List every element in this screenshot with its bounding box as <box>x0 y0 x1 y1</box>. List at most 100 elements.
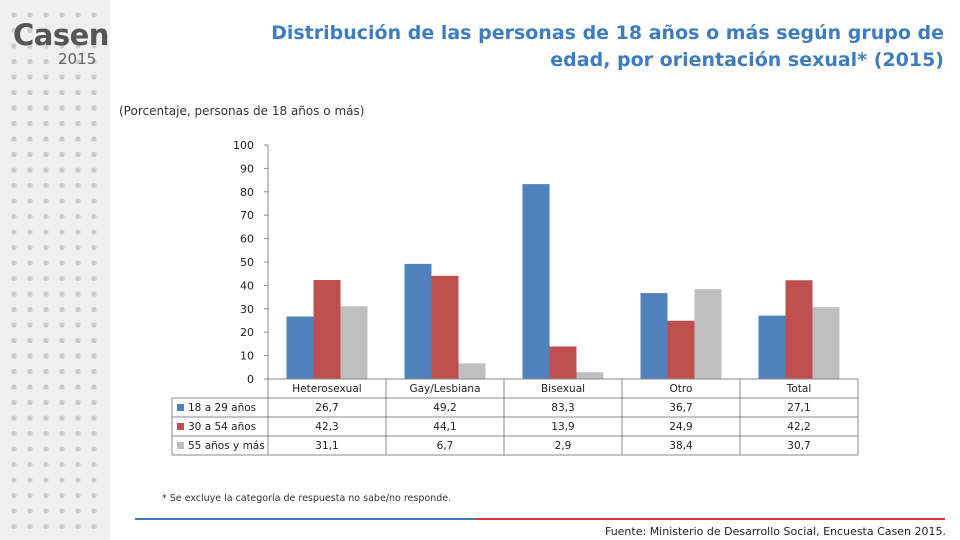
decor-dot <box>43 12 49 18</box>
decor-dot <box>59 229 65 235</box>
decor-dot <box>27 461 33 468</box>
decor-dot <box>27 523 33 530</box>
y-tick-label: 100 <box>233 139 254 152</box>
decor-dot <box>75 198 81 204</box>
decor-dot <box>59 27 65 34</box>
decor-dot <box>43 136 49 142</box>
decor-dot <box>59 43 65 49</box>
legend-swatch <box>177 423 184 430</box>
y-tick-label: 50 <box>240 256 254 269</box>
decor-dot <box>43 151 49 158</box>
bar <box>286 316 314 379</box>
decor-dot <box>11 229 17 235</box>
divider-red <box>475 518 945 520</box>
decor-dot <box>59 399 65 406</box>
decor-dot <box>43 446 49 452</box>
data-label: 31,1 <box>315 440 338 452</box>
decor-dot <box>11 508 17 514</box>
decor-dot <box>59 337 65 344</box>
decor-dot <box>75 508 81 514</box>
decor-dot <box>75 353 81 359</box>
decor-dot <box>27 43 33 49</box>
decor-dot <box>11 368 17 375</box>
data-label: 42,3 <box>315 421 338 433</box>
decor-dot <box>27 74 33 80</box>
decor-dot <box>43 213 49 220</box>
decor-dot <box>75 322 81 328</box>
decor-dot <box>11 461 17 468</box>
decor-dot <box>75 523 81 530</box>
decor-dot <box>75 399 81 406</box>
y-tick-label: 70 <box>240 209 254 222</box>
decor-dot <box>59 508 65 514</box>
decor-dot <box>11 244 17 251</box>
footnote: * Se excluye la categoría de respuesta n… <box>162 493 452 504</box>
decor-dot <box>27 136 33 142</box>
decor-dot <box>91 12 97 18</box>
decor-dot <box>43 461 49 468</box>
decor-dot <box>75 151 81 158</box>
bar <box>576 372 604 379</box>
x-tick-label: Gay/Lesbiana <box>409 383 480 395</box>
decor-dot <box>75 415 81 421</box>
decor-dot <box>43 384 49 390</box>
decor-dot <box>75 477 81 483</box>
decor-dot <box>91 136 97 142</box>
decor-dot <box>91 74 97 80</box>
decor-dot <box>59 275 65 282</box>
decor-dot <box>75 74 81 80</box>
bar <box>812 307 840 379</box>
decor-dot <box>91 430 97 437</box>
decor-dot <box>91 477 97 483</box>
data-label: 30,7 <box>787 440 810 452</box>
decor-dot <box>43 353 49 359</box>
decor-dot <box>43 291 49 297</box>
data-label: 13,9 <box>551 421 574 433</box>
x-tick-label: Bisexual <box>541 383 585 395</box>
decor-dot <box>27 384 33 390</box>
decor-dot <box>11 120 17 127</box>
decor-dot <box>75 430 81 437</box>
decor-dot <box>75 368 81 375</box>
decor-dot <box>91 244 97 251</box>
bar <box>340 306 368 379</box>
decor-dot <box>27 368 33 375</box>
decor-dot <box>59 368 65 375</box>
decor-dot <box>27 337 33 344</box>
decor-dot <box>75 136 81 142</box>
decor-dot <box>11 136 17 142</box>
decor-dot <box>11 523 17 530</box>
decor-dot <box>59 306 65 313</box>
decor-dot <box>43 306 49 313</box>
decor-dot <box>43 74 49 80</box>
decor-dot <box>75 306 81 313</box>
decor-dot <box>43 492 49 499</box>
y-tick-label: 10 <box>240 350 254 363</box>
decor-dot <box>75 43 81 49</box>
decor-dot <box>11 213 17 220</box>
decor-dot <box>75 461 81 468</box>
data-label: 42,2 <box>787 421 810 433</box>
decor-dot <box>91 58 97 65</box>
decor-dot <box>43 43 49 49</box>
decor-dot <box>91 260 97 266</box>
decor-dot <box>59 58 65 65</box>
decor-dot <box>43 337 49 344</box>
decor-dot <box>91 27 97 34</box>
decor-dot <box>75 337 81 344</box>
decor-dot <box>91 105 97 111</box>
decor-dot <box>27 260 33 266</box>
decor-dot <box>59 151 65 158</box>
decor-dot <box>11 291 17 297</box>
decor-dot <box>91 229 97 235</box>
source-note: Fuente: Ministerio de Desarrollo Social,… <box>604 525 946 538</box>
decor-dot <box>27 229 33 235</box>
decor-dot <box>27 198 33 204</box>
decor-dot <box>75 105 81 111</box>
decor-dot <box>91 384 97 390</box>
decor-dot <box>11 151 17 158</box>
decor-dot <box>11 182 17 189</box>
decor-dot <box>43 508 49 514</box>
decor-dot <box>59 136 65 142</box>
